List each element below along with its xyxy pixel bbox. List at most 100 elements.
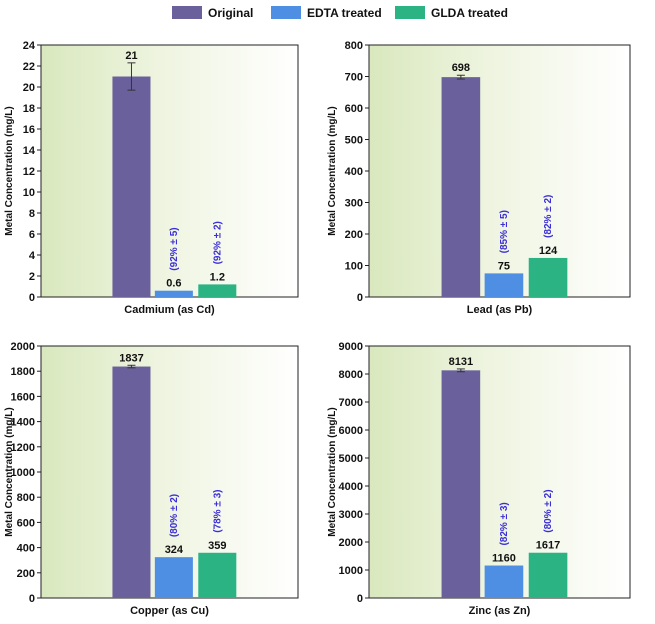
y-tick-label-lead: 0 [357, 292, 363, 304]
y-tick-label-copper: 600 [17, 517, 35, 529]
y-tick-label-cadmium: 8 [29, 208, 35, 220]
y-tick-label-copper: 1800 [11, 366, 35, 378]
legend-swatch-edta [271, 6, 301, 19]
y-tick-label-cadmium: 12 [23, 166, 35, 178]
bar-copper-edta [154, 557, 193, 598]
y-tick-label-copper: 1400 [11, 417, 35, 429]
y-tick-label-cadmium: 16 [23, 124, 35, 136]
panel-lead: 0 100 200 300 400 500 600 700 800 Metal Concentra… [327, 40, 631, 316]
removal-label-lead: (85% ± 5) [499, 210, 510, 253]
x-axis-label-cadmium: Cadmium (as Cd) [124, 304, 215, 316]
legend-label-glda: GLDA treated [431, 6, 508, 20]
legend-swatch-glda [395, 6, 425, 19]
y-axis-label-copper: Metal Concentration (mg/L) [4, 407, 15, 536]
chart-legend: Original EDTA treated GLDA treated [172, 6, 508, 20]
value-label-copper: 324 [165, 544, 184, 556]
value-label-zinc: 8131 [449, 356, 473, 368]
value-label-lead: 75 [498, 260, 510, 272]
y-tick-label-zinc: 9000 [339, 341, 363, 353]
x-axis-label-lead: Lead (as Pb) [467, 304, 533, 316]
bar-zinc-edta [484, 565, 524, 598]
bar-lead-glda [528, 257, 568, 297]
bar-lead-edta [484, 273, 524, 297]
y-tick-label-lead: 700 [345, 72, 363, 84]
value-label-cadmium: 1.2 [210, 271, 225, 283]
y-tick-label-lead: 200 [345, 229, 363, 241]
y-tick-label-zinc: 0 [357, 593, 363, 605]
removal-label-cadmium: (92% ± 5) [169, 227, 180, 270]
y-tick-label-cadmium: 22 [23, 61, 35, 73]
x-axis-label-zinc: Zinc (as Zn) [469, 605, 531, 617]
plot-area-cadmium [40, 44, 299, 298]
y-tick-label-cadmium: 18 [23, 103, 35, 115]
value-label-lead: 124 [539, 245, 558, 257]
y-tick-label-lead: 800 [345, 40, 363, 52]
value-label-zinc: 1160 [492, 553, 516, 565]
y-tick-label-lead: 400 [345, 166, 363, 178]
removal-label-lead: (82% ± 2) [543, 195, 554, 238]
y-tick-label-zinc: 8000 [339, 369, 363, 381]
bar-lead-original [441, 77, 481, 297]
y-tick-label-cadmium: 20 [23, 82, 35, 94]
y-tick-label-zinc: 4000 [339, 481, 363, 493]
y-axis-label-cadmium: Metal Concentration (mg/L) [4, 106, 15, 235]
legend-item-edta: EDTA treated [271, 6, 382, 20]
value-label-lead: 698 [452, 62, 470, 74]
y-tick-label-copper: 200 [17, 568, 35, 580]
plot-area-copper [40, 345, 299, 599]
bar-cadmium-original [112, 76, 151, 297]
removal-label-copper: (80% ± 2) [169, 494, 180, 537]
y-tick-label-copper: 1200 [11, 442, 35, 454]
y-tick-label-copper: 1000 [11, 467, 35, 479]
bar-copper-original [112, 366, 151, 598]
y-tick-label-copper: 0 [29, 593, 35, 605]
y-tick-label-lead: 600 [345, 103, 363, 115]
bar-cadmium-glda [198, 284, 237, 297]
y-tick-label-cadmium: 6 [29, 229, 35, 241]
y-axis-label-lead: Metal Concentration (mg/L) [327, 106, 338, 235]
value-label-cadmium: 0.6 [166, 278, 181, 290]
y-tick-label-cadmium: 14 [23, 145, 36, 157]
y-tick-label-zinc: 1000 [339, 565, 363, 577]
bar-zinc-glda [528, 552, 568, 598]
legend-label-original: Original [208, 6, 253, 20]
panel-zinc: 0 1000 2000 3000 4000 5000 6000 7000 8000 9000 Met… [327, 341, 631, 617]
y-tick-label-cadmium: 10 [23, 187, 35, 199]
y-tick-label-copper: 800 [17, 492, 35, 504]
panel-copper: 0 200 400 600 800 1000 1200 1400 1600 1800 2000 Met… [4, 341, 299, 617]
value-label-cadmium: 21 [125, 50, 137, 62]
legend-item-glda: GLDA treated [395, 6, 508, 20]
value-label-copper: 1837 [119, 352, 143, 364]
plot-area-zinc [368, 345, 631, 599]
legend-label-edta: EDTA treated [307, 6, 382, 20]
y-tick-label-zinc: 7000 [339, 397, 363, 409]
value-label-copper: 359 [208, 540, 226, 552]
y-tick-label-cadmium: 0 [29, 292, 35, 304]
y-tick-label-cadmium: 4 [29, 250, 36, 262]
legend-swatch-original [172, 6, 202, 19]
y-tick-label-lead: 100 [345, 261, 363, 273]
removal-label-zinc: (80% ± 2) [543, 489, 554, 532]
bar-copper-glda [198, 552, 237, 598]
y-tick-label-lead: 500 [345, 135, 363, 147]
y-tick-label-copper: 400 [17, 543, 35, 555]
removal-label-zinc: (82% ± 3) [499, 502, 510, 545]
y-tick-label-copper: 2000 [11, 341, 35, 353]
removal-label-copper: (78% ± 3) [212, 489, 223, 532]
y-tick-label-zinc: 6000 [339, 425, 363, 437]
plot-area-lead [368, 44, 631, 298]
y-tick-label-copper: 1600 [11, 391, 35, 403]
bar-zinc-original [441, 370, 481, 598]
value-label-zinc: 1617 [536, 540, 560, 552]
removal-label-cadmium: (92% ± 2) [212, 221, 223, 264]
x-axis-label-copper: Copper (as Cu) [130, 605, 209, 617]
y-tick-label-zinc: 2000 [339, 537, 363, 549]
y-tick-label-zinc: 3000 [339, 509, 363, 521]
y-tick-label-cadmium: 2 [29, 271, 35, 283]
y-tick-label-lead: 300 [345, 198, 363, 210]
y-tick-label-cadmium: 24 [23, 40, 36, 52]
bar-cadmium-edta [154, 290, 193, 297]
legend-item-original: Original [172, 6, 253, 20]
